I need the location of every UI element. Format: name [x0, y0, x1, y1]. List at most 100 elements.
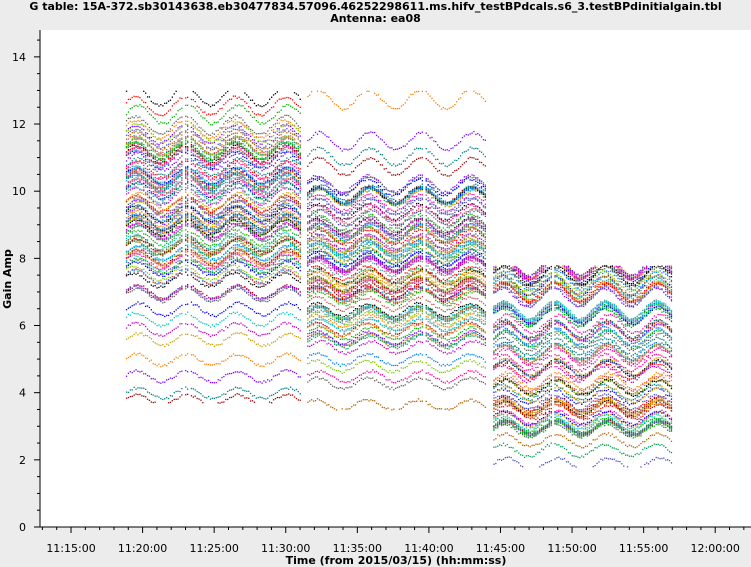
data-point [156, 238, 157, 239]
data-point [235, 136, 236, 137]
data-point [233, 230, 234, 231]
data-point [218, 240, 219, 241]
data-point [137, 263, 138, 264]
data-point [214, 246, 215, 247]
data-point [202, 257, 203, 258]
data-point [137, 146, 138, 147]
data-point [202, 402, 203, 403]
data-point [294, 92, 295, 93]
data-point [223, 145, 224, 146]
data-point [210, 204, 211, 205]
data-point [254, 323, 255, 324]
data-point [166, 179, 167, 180]
data-point [290, 164, 291, 165]
data-point [296, 256, 297, 257]
data-point [134, 395, 135, 396]
data-point [147, 202, 148, 203]
data-point [290, 129, 291, 130]
data-point [284, 160, 285, 161]
data-point [263, 366, 264, 367]
data-point [155, 159, 156, 160]
data-point [128, 253, 129, 254]
data-point [212, 154, 213, 155]
data-point [237, 172, 238, 173]
data-point [145, 335, 146, 336]
data-point [200, 400, 201, 401]
data-point [179, 122, 180, 123]
data-point [147, 267, 148, 268]
data-point [267, 173, 268, 174]
data-point [254, 271, 255, 272]
data-point [216, 190, 217, 191]
data-point [137, 387, 138, 388]
data-point [275, 359, 276, 360]
data-point [172, 145, 173, 146]
data-point [137, 235, 138, 236]
data-point [290, 303, 291, 304]
data-point [193, 226, 194, 227]
data-point [126, 238, 127, 239]
data-point [158, 204, 159, 205]
data-point [300, 237, 301, 238]
data-point [160, 326, 161, 327]
data-point [212, 162, 213, 163]
data-point [242, 254, 243, 255]
data-point [248, 338, 249, 339]
data-point [216, 169, 217, 170]
data-point [271, 362, 272, 363]
data-point [300, 188, 301, 189]
data-point [227, 179, 228, 180]
data-point [134, 334, 135, 335]
data-point [212, 274, 213, 275]
data-point [281, 234, 282, 235]
data-point [286, 323, 287, 324]
data-point [200, 148, 201, 149]
data-point [198, 306, 199, 307]
data-point [269, 201, 270, 202]
data-point [204, 170, 205, 171]
data-point [147, 318, 148, 319]
data-point [265, 324, 266, 325]
data-point [149, 392, 150, 393]
data-point [292, 304, 293, 305]
data-point [181, 138, 182, 139]
data-point [288, 261, 289, 262]
data-point [164, 203, 165, 204]
data-point [292, 147, 293, 148]
data-point [147, 145, 148, 146]
data-point [208, 245, 209, 246]
data-point [162, 115, 163, 116]
data-point [229, 131, 230, 132]
data-point [141, 323, 142, 324]
data-point [239, 255, 240, 256]
data-point [141, 158, 142, 159]
data-point [135, 129, 136, 130]
data-point [271, 342, 272, 343]
data-point [135, 226, 136, 227]
data-point [137, 120, 138, 121]
data-point [281, 269, 282, 270]
data-point [288, 370, 289, 371]
data-point [292, 389, 293, 390]
data-point [155, 270, 156, 271]
data-point [256, 153, 257, 154]
data-point [298, 328, 299, 329]
data-point [174, 340, 175, 341]
data-point [137, 269, 138, 270]
data-point [300, 232, 301, 233]
data-point [172, 244, 173, 245]
data-point [210, 155, 211, 156]
data-point [155, 113, 156, 114]
data-point [176, 121, 177, 122]
data-point [282, 312, 283, 313]
data-point [300, 233, 301, 234]
data-point [206, 324, 207, 325]
data-point [235, 248, 236, 249]
data-point [128, 166, 129, 167]
data-point [149, 376, 150, 377]
data-point [282, 106, 283, 107]
data-point [288, 301, 289, 302]
data-point [267, 343, 268, 344]
data-point [271, 271, 272, 272]
data-point [294, 263, 295, 264]
